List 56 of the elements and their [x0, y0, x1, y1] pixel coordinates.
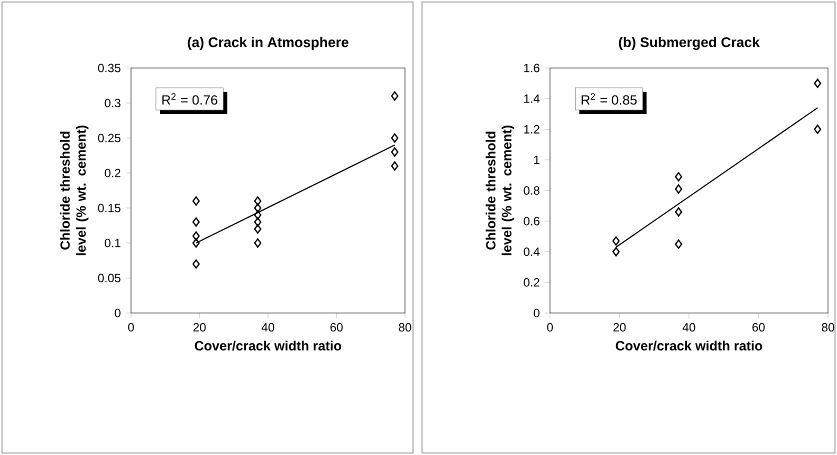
x-tick-label: 20: [193, 323, 206, 332]
point: [674, 172, 682, 182]
y-tick-label: 0: [114, 308, 120, 318]
x-axis-title: Cover/crack width ratio: [616, 340, 762, 351]
point: [391, 91, 398, 101]
point: [674, 239, 682, 249]
point: [192, 217, 200, 227]
point: [254, 196, 262, 206]
y-tick-label: 1: [534, 156, 540, 164]
point: [192, 196, 200, 206]
y-tick-label: 0.15: [98, 204, 120, 212]
y-axis-title: Chloride threshold level (% wt. cement): [486, 126, 514, 256]
point: [391, 133, 398, 143]
point: [192, 259, 200, 269]
x-tick-label: 60: [752, 323, 765, 332]
point: [254, 224, 262, 234]
y-tick-label: 0.3: [104, 98, 120, 108]
annotation: R$^{2}$ = 0.85: [582, 93, 637, 105]
point: [192, 238, 200, 248]
point: [254, 203, 262, 213]
x-tick-label: 80: [398, 323, 412, 332]
x-tick-label: 0: [547, 323, 553, 332]
y-tick-label: 1.4: [524, 94, 540, 103]
point: [254, 217, 262, 227]
point: [192, 231, 200, 241]
point: [814, 124, 822, 134]
point: [674, 184, 682, 194]
x-tick-label: 40: [262, 323, 274, 332]
x-tick-label: 80: [822, 323, 834, 332]
y-tick-label: 0.35: [98, 64, 120, 72]
x-tick-label: 0: [128, 323, 134, 332]
chart-title: (b) Submerged Crack: [618, 36, 760, 50]
y-tick-label: 0.05: [98, 274, 120, 282]
y-tick-label: 0.8: [524, 186, 540, 195]
y-tick-label: 0.1: [104, 238, 120, 248]
point: [674, 207, 682, 217]
y-tick-label: 0.25: [98, 134, 120, 142]
y-tick-label: 0: [534, 308, 540, 318]
x-tick-label: 40: [682, 323, 696, 332]
y-tick-label: 1.6: [524, 64, 540, 72]
x-tick-label: 60: [330, 323, 343, 332]
x-axis-title: Cover/crack width ratio: [194, 340, 342, 351]
x-tick-label: 20: [613, 323, 626, 332]
y-axis-title: Chloride threshold level (% wt. cement): [60, 126, 88, 256]
point: [612, 236, 620, 246]
point: [254, 238, 262, 248]
point: [391, 161, 398, 171]
y-tick-label: 0.6: [524, 216, 540, 226]
point: [814, 78, 822, 88]
chart-title: (a) Crack in Atmosphere: [188, 36, 348, 50]
y-tick-label: 0.2: [104, 168, 120, 178]
point: [254, 210, 262, 220]
y-tick-label: 1.2: [524, 125, 540, 134]
y-tick-label: 0.4: [524, 247, 540, 256]
y-tick-label: 0.2: [524, 278, 540, 287]
annotation: R$^{2}$ = 0.76: [162, 93, 218, 105]
